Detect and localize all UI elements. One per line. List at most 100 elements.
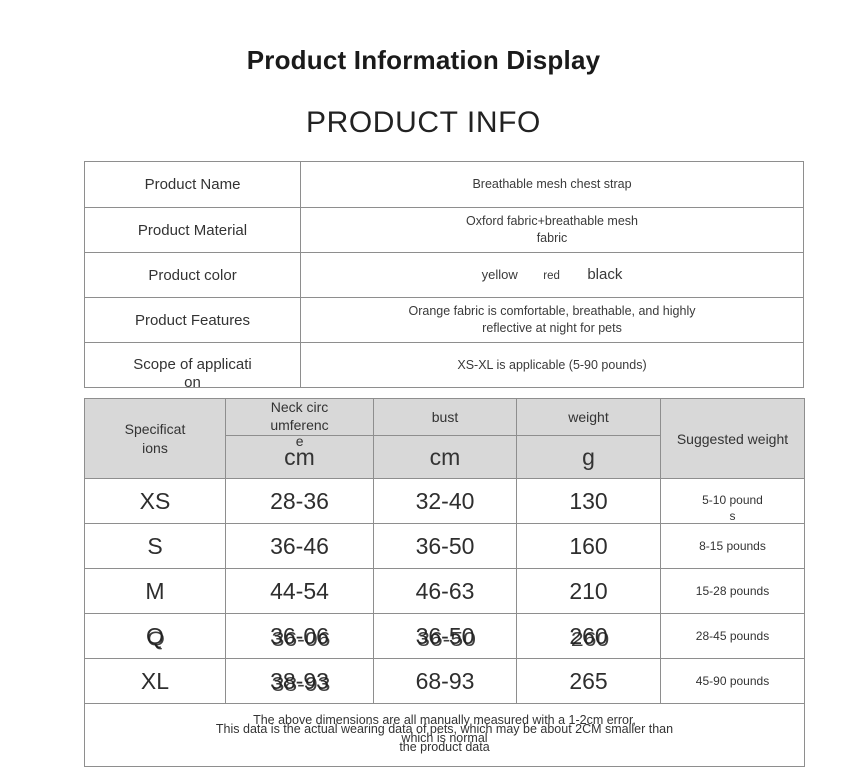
glitch-base: Q <box>146 622 164 649</box>
table-row: Product Name Breathable mesh chest strap <box>84 161 804 208</box>
spec-weight-xl: 265 <box>516 658 661 704</box>
spec-size-xl: XL <box>84 658 226 704</box>
spec-header-row-top: Specificat ions Neck circ umferenc e bus… <box>84 398 805 479</box>
info-value-scope-of-application: XS-XL is applicable (5-90 pounds) <box>300 342 804 388</box>
spec-header-specifications: Specificat ions <box>84 398 226 479</box>
spec-neck-m: 44-54 <box>225 568 374 614</box>
glitch-text: Q Q <box>146 622 165 650</box>
info-label-product-features: Product Features <box>84 297 301 343</box>
neck-header-tail: e <box>295 433 304 449</box>
table-row: Scope of applicati on XS-XL is applicabl… <box>84 342 804 391</box>
spec-header-spec-line1: Specificat <box>124 421 186 438</box>
spec-header-suggested-weight: Suggested weight <box>660 398 805 479</box>
info-value-line1: Orange fabric is comfortable, breathable… <box>408 304 696 319</box>
spec-suggested-xs: 5-10 pound s <box>660 478 805 524</box>
table-row: XS 28-36 32-40 130 5-10 pound s <box>84 478 805 524</box>
glitch-overlay: Q <box>147 626 165 650</box>
glitch-base: 36-50 <box>415 622 475 649</box>
spec-bust-l: 36-50 36-50 <box>373 613 517 659</box>
neck-header-wrap: Neck circ umferenc e <box>270 399 329 449</box>
spec-weight-m: 210 <box>516 568 661 614</box>
suggested-wrap: 5-10 pound s <box>702 493 763 523</box>
table-row: S 36-46 36-50 160 8-15 pounds <box>84 523 805 569</box>
page-title: Product Information Display <box>246 45 601 75</box>
note-paragraph-a: The above dimensions are all manually me… <box>85 711 804 747</box>
spec-unit-bust: cm <box>373 435 517 479</box>
info-value-product-color: yellow red black <box>300 252 804 298</box>
spec-suggested-m: 15-28 pounds <box>660 568 805 614</box>
specification-table: Specificat ions Neck circ umferenc e bus… <box>84 398 805 767</box>
table-row: Product color yellow red black <box>84 252 804 298</box>
glitch-overlay: 38-93 <box>271 672 331 695</box>
table-row: Q Q 36-06 36-06 36-50 36-50 260 26 <box>84 613 805 659</box>
glitch-base: 36-06 <box>270 622 329 649</box>
spec-neck-l: 36-06 36-06 <box>225 613 374 659</box>
scope-label-tail: on <box>184 373 201 391</box>
product-info-table: Product Name Breathable mesh chest strap… <box>84 161 804 391</box>
info-value-line2: reflective at night for pets <box>482 321 622 335</box>
spec-weight-l: 260 260 <box>516 613 661 659</box>
spec-neck-s: 36-46 <box>225 523 374 569</box>
info-value-product-material: Oxford fabric+breathable mesh fabric <box>300 207 804 253</box>
spec-weight-s: 160 <box>516 523 661 569</box>
table-row: Product Material Oxford fabric+breathabl… <box>84 207 804 253</box>
color-word-black: black <box>587 265 623 283</box>
spec-bust-xl: 68-93 <box>373 658 517 704</box>
neck-header-line1: Neck circ <box>270 399 329 415</box>
spec-unit-weight: g <box>516 435 661 479</box>
info-label-scope-of-application: Scope of applicati on <box>84 342 301 391</box>
info-value-line1: Oxford fabric+breathable mesh <box>466 214 638 229</box>
spec-suggested-l: 28-45 pounds <box>660 613 805 659</box>
neck-header-line2: umferenc <box>270 417 329 433</box>
spec-unit-neck: cm <box>225 435 374 479</box>
spec-suggested-s: 8-15 pounds <box>660 523 805 569</box>
note-b-line2: the product data <box>399 740 490 755</box>
scope-label-head: Scope of applicati <box>133 355 252 373</box>
spec-bust-m: 46-63 <box>373 568 517 614</box>
spec-header-neck-circumference: Neck circ umferenc e <box>225 398 374 449</box>
suggested-head: 5-10 pound <box>702 493 763 508</box>
suggested-tail: s <box>729 509 736 524</box>
spec-size-xs: XS <box>84 478 226 524</box>
glitch-text: 38-93 38-93 <box>270 667 331 696</box>
note-a-line1: The above dimensions are all manually me… <box>253 713 636 727</box>
color-word-yellow: yellow <box>481 266 518 282</box>
glitch-overlay: 36-50 <box>417 627 476 650</box>
spec-bust-s: 36-50 <box>373 523 517 569</box>
table-row-note: The above dimensions are all manually me… <box>84 703 805 767</box>
info-label-product-name: Product Name <box>84 161 301 208</box>
color-word-list: yellow red black <box>482 265 623 285</box>
spec-header-row-units: cm cm g <box>85 435 805 479</box>
note-paragraph-b: This data is the actual wearing data of … <box>85 720 804 756</box>
spec-header-bust: bust <box>373 398 517 436</box>
spec-header-spec-line2: ions <box>142 439 168 456</box>
spec-header-weight: weight <box>516 398 661 436</box>
spec-size-s: S <box>84 523 226 569</box>
spec-neck-xs: 28-36 <box>225 478 374 524</box>
spec-neck-xl: 38-93 38-93 <box>225 658 374 704</box>
info-value-product-features: Orange fabric is comfortable, breathable… <box>300 297 804 343</box>
info-label-product-color: Product color <box>84 252 301 298</box>
glitch-base: 260 <box>569 622 608 649</box>
spec-suggested-xl: 45-90 pounds <box>660 658 805 704</box>
glitch-overlay: 260 <box>570 627 610 650</box>
note-a-line2: which is normal <box>401 731 488 746</box>
spec-size-m: M <box>84 568 226 614</box>
table-row: XL 38-93 38-93 68-93 265 45-90 pounds <box>84 658 805 704</box>
info-value-product-name: Breathable mesh chest strap <box>300 161 804 208</box>
glitch-text: 260 260 <box>569 622 610 651</box>
note-b-line1: This data is the actual wearing data of … <box>215 722 674 736</box>
table-row: Product Features Orange fabric is comfor… <box>84 297 804 343</box>
section-title: PRODUCT INFO <box>306 106 541 139</box>
glitch-base: 38-93 <box>270 667 329 694</box>
glitch-text: 36-06 36-06 <box>270 622 331 651</box>
info-value-line2: fabric <box>536 231 568 245</box>
color-word-red: red <box>543 269 560 282</box>
spec-size-l: Q Q <box>84 613 226 659</box>
glitch-overlay: 36-06 <box>271 627 331 650</box>
info-label-product-material: Product Material <box>84 207 301 253</box>
spec-weight-xs: 130 <box>516 478 661 524</box>
spec-bust-xs: 32-40 <box>373 478 517 524</box>
spec-footer-note: The above dimensions are all manually me… <box>84 703 805 767</box>
scope-label-wrap: Scope of applicati on <box>85 355 300 391</box>
